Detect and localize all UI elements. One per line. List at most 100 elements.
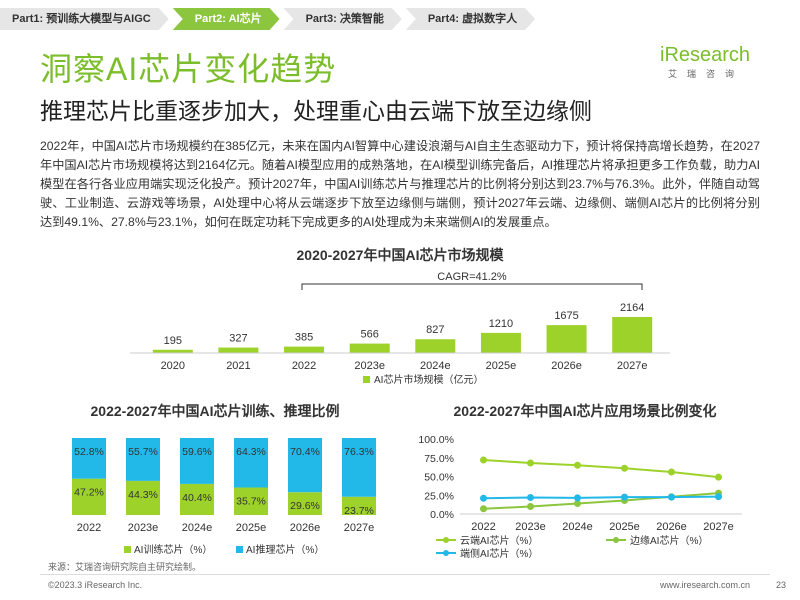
y-tick-label: 50.0% [424, 472, 454, 484]
bar-segment [342, 438, 376, 497]
data-label: 2164 [620, 302, 644, 314]
bar-segment [342, 496, 376, 515]
chart-legend: AI芯片市场规模（亿元） [363, 373, 483, 386]
x-tick-label: 2025e [486, 360, 517, 372]
section-nav: Part1: 预训练大模型与AIGC Part2: AI芯片 Part3: 决策… [0, 8, 539, 30]
cagr-annotation: CAGR=41.2% [301, 271, 643, 290]
legend-label-training: AI训练芯片（%） [134, 543, 212, 556]
y-tick-label: 100.0% [418, 434, 454, 446]
legend-marker-cloud [443, 537, 449, 543]
data-point [574, 461, 581, 469]
data-label: 1210 [489, 318, 513, 330]
footer-divider [40, 574, 770, 575]
y-tick-label: 75.0% [424, 453, 454, 465]
x-tick-label: 2027e [617, 360, 648, 372]
bar [480, 332, 521, 353]
legend-label-cloud: 云端AI芯片（%） [460, 534, 538, 547]
bar-segment [72, 438, 106, 479]
bar-segment [234, 438, 268, 488]
data-label: 327 [229, 333, 247, 345]
chart-legend: AI训练芯片（%） AI推理芯片（%） [124, 543, 324, 556]
logo-brand: iResearch [660, 44, 751, 66]
footer-url: www.iresearch.com.cn [660, 580, 751, 590]
bar-segment [288, 492, 322, 515]
bar-segment [180, 438, 214, 484]
data-label: 35.7% [236, 496, 266, 508]
data-point [527, 459, 534, 467]
bar [546, 325, 587, 353]
data-point [574, 494, 581, 502]
x-tick-label: 2027e [703, 521, 734, 533]
x-tick-label: 2023e [128, 522, 159, 534]
iresearch-logo: iResearch 艾瑞咨询 [660, 44, 770, 90]
source-note: 来源：艾瑞咨询研究院自主研究绘制。 [48, 562, 202, 572]
series-line [483, 495, 719, 500]
footer-copyright: ©2023.3 iResearch Inc. [48, 580, 143, 590]
bar [284, 346, 325, 353]
x-tick-label: 2020 [161, 360, 185, 372]
data-label: 44.3% [128, 489, 158, 501]
data-point [574, 500, 581, 507]
data-label: 59.6% [182, 446, 212, 458]
x-tick-label: 2022 [292, 360, 316, 372]
bar [152, 349, 193, 353]
data-label: 827 [426, 324, 444, 336]
data-point [527, 503, 534, 510]
data-label: 52.8% [74, 446, 104, 458]
data-point [668, 468, 675, 476]
data-point [715, 473, 722, 481]
bar [612, 317, 653, 353]
data-label: 29.6% [290, 500, 320, 512]
x-tick-label: 2024e [562, 521, 593, 533]
legend-marker-edge [613, 537, 619, 543]
train-infer-chart: 2022-2027年中国AI芯片训练、推理比例 47.2% 52.8% 2022 44… [72, 403, 376, 556]
series-line [483, 459, 719, 479]
data-point [668, 493, 675, 501]
x-tick-label: 2022 [471, 521, 495, 533]
x-tick-label: 2023e [515, 521, 546, 533]
x-tick-label: 2024e [420, 360, 451, 372]
page-number: 23 [776, 580, 787, 590]
legend-swatch-inference [236, 546, 243, 553]
data-label: 385 [295, 332, 313, 344]
bar-segment [234, 487, 268, 515]
legend-label-device: 端侧AI芯片（%） [460, 547, 538, 560]
chart-title: 2020-2027年中国AI芯片市场规模 [297, 247, 505, 263]
legend-swatch-training [124, 546, 131, 553]
tab-part3[interactable]: Part3: 决策智能 [284, 8, 402, 30]
page-title: 洞察AI芯片变化趋势 [40, 51, 337, 87]
x-tick-label: 2025e [236, 522, 267, 534]
bar-segment [180, 483, 214, 515]
x-tick-label: 2026e [656, 521, 687, 533]
x-tick-label: 2025e [609, 521, 640, 533]
y-tick-label: 0.0% [430, 509, 454, 521]
data-label: 23.7% [344, 505, 374, 517]
data-point [480, 494, 487, 502]
bar [218, 347, 259, 353]
data-label: 55.7% [128, 446, 158, 458]
chart-title: 2022-2027年中国AI芯片训练、推理比例 [91, 403, 340, 419]
series-line [483, 492, 719, 510]
market-size-chart: 2020-2027年中国AI芯片市场规模 CAGR=41.2% 195 2020 3… [130, 247, 670, 386]
x-tick-label: 2024e [182, 522, 213, 534]
bar [415, 339, 456, 353]
legend-label: AI芯片市场规模（亿元） [374, 373, 483, 386]
bar-segment [126, 480, 160, 515]
page-subtitle: 推理芯片比重逐步加大，处理重心由云端下放至边缘侧 [40, 98, 592, 124]
data-label: 40.4% [182, 492, 212, 504]
data-point [621, 493, 628, 501]
data-label: 195 [164, 335, 182, 347]
data-label: 566 [361, 329, 379, 341]
tab-part1[interactable]: Part1: 预训练大模型与AIGC [0, 8, 169, 30]
x-tick-label: 2026e [290, 522, 321, 534]
tab-part4[interactable]: Part4: 虚拟数字人 [406, 8, 535, 30]
tab-part2[interactable]: Part2: AI芯片 [173, 8, 280, 30]
x-tick-label: 2026e [551, 360, 582, 372]
data-point [715, 493, 722, 501]
data-label: 64.3% [236, 446, 266, 458]
y-tick-label: 25.0% [424, 490, 454, 502]
x-tick-label: 2021 [226, 360, 250, 372]
body-paragraph: 2022年，中国AI芯片市场规模约在385亿元，未来在国内AI智算中心建设浪潮与… [40, 139, 760, 229]
data-label: 1675 [554, 310, 578, 322]
data-label: 70.4% [290, 446, 320, 458]
